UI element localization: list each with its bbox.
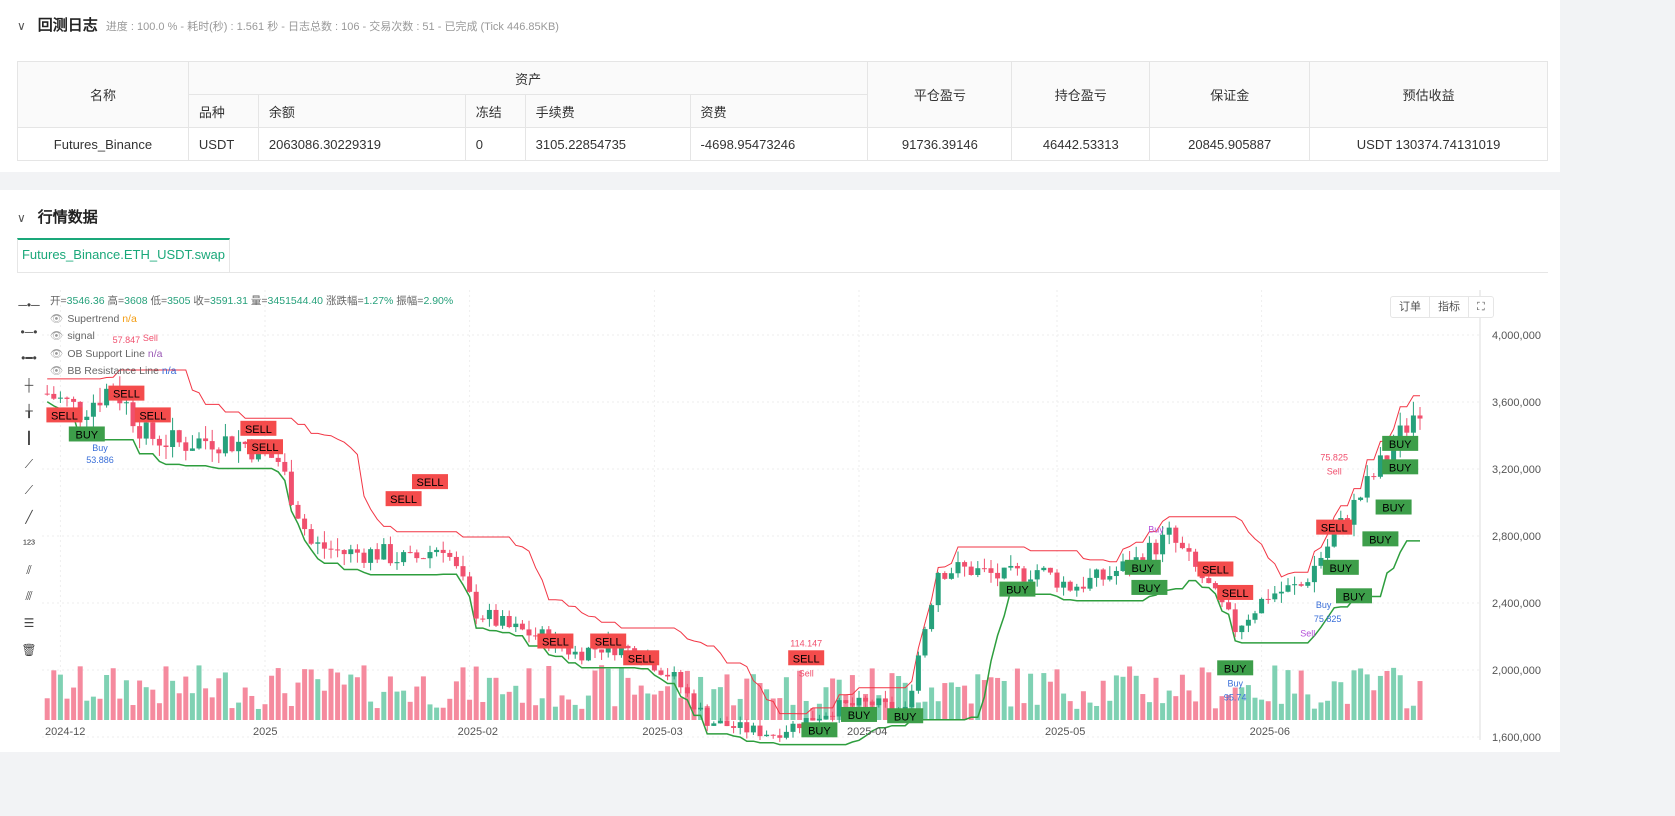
chart-buttons: 订单 指标 ⛶ bbox=[1390, 296, 1494, 318]
amplitude-label: 振幅= bbox=[396, 295, 424, 307]
indicator-value: n/a bbox=[122, 312, 137, 325]
col-position-pnl: 持仓盈亏 bbox=[1011, 61, 1151, 128]
vertical-line-icon[interactable]: ┼ bbox=[24, 377, 34, 392]
indicator-name: OB Support Line bbox=[67, 347, 145, 360]
amplitude-value: 2.90% bbox=[423, 295, 454, 307]
tab-eth-usdt-swap[interactable]: Futures_Binance.ETH_USDT.swap bbox=[17, 238, 230, 272]
eye-icon[interactable]: 👁 bbox=[50, 347, 64, 360]
drawing-toolbar: ─•─ •─• •━• ┼ ╁ ┃ ⟋ ⟋ ╱ ¹²³ ⫽ ⫻ ☰ 🗑 bbox=[17, 292, 41, 663]
col-funding: 资费 bbox=[689, 94, 869, 128]
cell-name: Futures_Binance bbox=[17, 127, 189, 161]
col-est-profit: 预估收益 bbox=[1309, 61, 1548, 128]
ohlc-readout: 开=3546.36 高=3608 低=3505 收=3591.31 量=3451… bbox=[50, 293, 453, 311]
trash-icon[interactable]: 🗑 bbox=[21, 642, 37, 657]
col-currency: 品种 bbox=[187, 94, 259, 128]
indicator-bb-resistance[interactable]: 👁 BB Resistance Line n/a bbox=[50, 363, 453, 381]
open-label: 开= bbox=[50, 295, 67, 307]
cell-close-pnl: 91736.39146 bbox=[867, 127, 1013, 161]
parallel-line-icon[interactable]: ⫽ bbox=[26, 562, 32, 577]
indicator-name: BB Resistance Line bbox=[67, 365, 159, 377]
price-channel-icon[interactable]: ☰ bbox=[23, 616, 35, 631]
low-label: 低= bbox=[150, 295, 168, 307]
backtest-status: 进度 : 100.0 % - 耗时(秒) : 1.561 秒 - 日志总数 : … bbox=[105, 21, 559, 33]
backtest-log-header[interactable]: ∨ 回测日志 进度 : 100.0 % - 耗时(秒) : 1.561 秒 - … bbox=[17, 14, 559, 35]
vertical-ray-icon[interactable]: ╁ bbox=[25, 404, 33, 419]
indicator-value: n/a bbox=[147, 347, 163, 360]
orders-button[interactable]: 订单 bbox=[1391, 297, 1430, 317]
table-row: Futures_Binance USDT 2063086.30229319 0 … bbox=[17, 127, 1548, 161]
change-value: 1.27% bbox=[363, 295, 394, 307]
segment-icon[interactable]: •━• bbox=[21, 351, 37, 366]
volume-label: 量= bbox=[250, 295, 268, 307]
high-label: 高= bbox=[107, 295, 125, 307]
indicator-signal[interactable]: 👁 signal bbox=[50, 328, 453, 346]
close-label: 收= bbox=[193, 295, 211, 307]
eye-icon[interactable]: 👁 bbox=[50, 312, 64, 325]
section-title: 行情数据 bbox=[37, 209, 98, 226]
indicator-name: Supertrend bbox=[67, 312, 120, 325]
eye-icon[interactable]: 👁 bbox=[50, 330, 64, 342]
price-line-icon[interactable]: ¹²³ bbox=[23, 536, 35, 551]
cell-frozen: 0 bbox=[464, 127, 526, 161]
col-frozen: 冻结 bbox=[464, 94, 526, 128]
change-label: 涨跌幅= bbox=[325, 295, 364, 307]
assets-table: 名称 资产 平仓盈亏 持仓盈亏 保证金 预估收益 品种 余额 冻结 手续费 资费… bbox=[17, 61, 1548, 161]
cell-currency: USDT bbox=[187, 127, 259, 161]
horizontal-ray-icon[interactable]: •─• bbox=[20, 324, 38, 339]
chevron-down-icon[interactable]: ∨ bbox=[17, 19, 26, 33]
fib-icon[interactable]: ⫻ bbox=[25, 589, 33, 604]
indicator-value: n/a bbox=[161, 365, 177, 377]
close-value: 3591.31 bbox=[210, 295, 248, 307]
volume-value: 3451544.40 bbox=[267, 295, 324, 307]
fullscreen-icon[interactable]: ⛶ bbox=[1477, 301, 1485, 313]
col-assets: 资产 bbox=[187, 61, 869, 95]
col-balance: 余额 bbox=[257, 94, 466, 128]
backtest-log-panel: ∨ 回测日志 进度 : 100.0 % - 耗时(秒) : 1.561 秒 - … bbox=[0, 0, 1560, 172]
horizontal-line-icon[interactable]: ─•─ bbox=[18, 298, 40, 313]
trend-line-icon[interactable]: ⟋ bbox=[24, 456, 34, 471]
market-header[interactable]: ∨ 行情数据 bbox=[17, 206, 98, 227]
cell-fee: 3105.22854735 bbox=[524, 127, 691, 161]
cell-est-profit: USDT 130374.74131019 bbox=[1309, 127, 1548, 161]
indicator-supertrend[interactable]: 👁 Supertrend n/a bbox=[50, 311, 453, 329]
indicator-name: signal bbox=[67, 330, 95, 342]
indicators-button[interactable]: 指标 bbox=[1430, 297, 1469, 317]
vertical-segment-icon[interactable]: ┃ bbox=[25, 430, 33, 445]
low-value: 3505 bbox=[167, 295, 191, 307]
market-panel: ∨ 行情数据 bbox=[0, 190, 1560, 752]
cell-position-pnl: 46442.53313 bbox=[1011, 127, 1151, 161]
cell-balance: 2063086.30229319 bbox=[257, 127, 466, 161]
tab-divider bbox=[17, 272, 1548, 273]
col-fee: 手续费 bbox=[524, 94, 691, 128]
open-value: 3546.36 bbox=[66, 295, 105, 307]
indicator-ob-support[interactable]: 👁 OB Support Line n/a bbox=[50, 346, 453, 364]
chevron-down-icon[interactable]: ∨ bbox=[17, 211, 26, 225]
straight-line-icon[interactable]: ╱ bbox=[25, 510, 33, 525]
section-title: 回测日志 bbox=[37, 17, 98, 34]
high-value: 3608 bbox=[124, 295, 148, 307]
ray-line-icon[interactable]: ⟋ bbox=[24, 483, 34, 498]
col-close-pnl: 平仓盈亏 bbox=[867, 61, 1013, 128]
cell-margin: 20845.905887 bbox=[1149, 127, 1311, 161]
chart-legend: 开=3546.36 高=3608 低=3505 收=3591.31 量=3451… bbox=[50, 293, 453, 381]
col-margin: 保证金 bbox=[1149, 61, 1311, 128]
col-name: 名称 bbox=[17, 61, 189, 128]
cell-funding: -4698.95473246 bbox=[689, 127, 869, 161]
eye-icon[interactable]: 👁 bbox=[50, 365, 64, 377]
